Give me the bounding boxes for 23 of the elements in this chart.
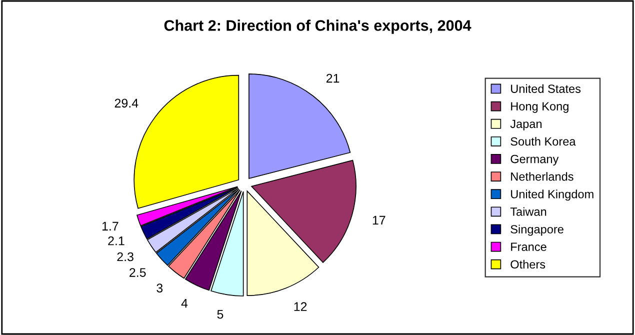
data-label: 3 [156,284,163,292]
data-label: 29.4 [114,98,138,108]
data-label: 1.7 [102,222,118,230]
legend-label: United States [511,84,581,93]
data-label: 2.3 [117,252,134,262]
legend-label: South Korea [510,136,576,146]
data-label: 17 [372,216,386,225]
legend-label: Taiwan [510,207,546,216]
legend-label: Others [510,260,546,269]
data-label: 12 [294,302,307,311]
legend-label: Hong Kong [511,102,568,113]
legend-label: Germany [510,154,559,166]
legend-label: France [511,242,546,251]
legend-label: Japan [510,120,542,130]
chart-title: Chart 2: Direction of China's exports, 2004 [164,20,472,34]
data-label: 5 [217,310,224,319]
data-label: 2.5 [130,268,146,277]
legend-label: Netherlands [511,172,574,181]
data-label: 4 [181,298,188,308]
data-label: 21 [326,74,340,83]
data-label: 2.1 [108,236,124,246]
legend-label: United Kingdom [511,190,594,201]
legend-label: Singapore [510,224,564,236]
